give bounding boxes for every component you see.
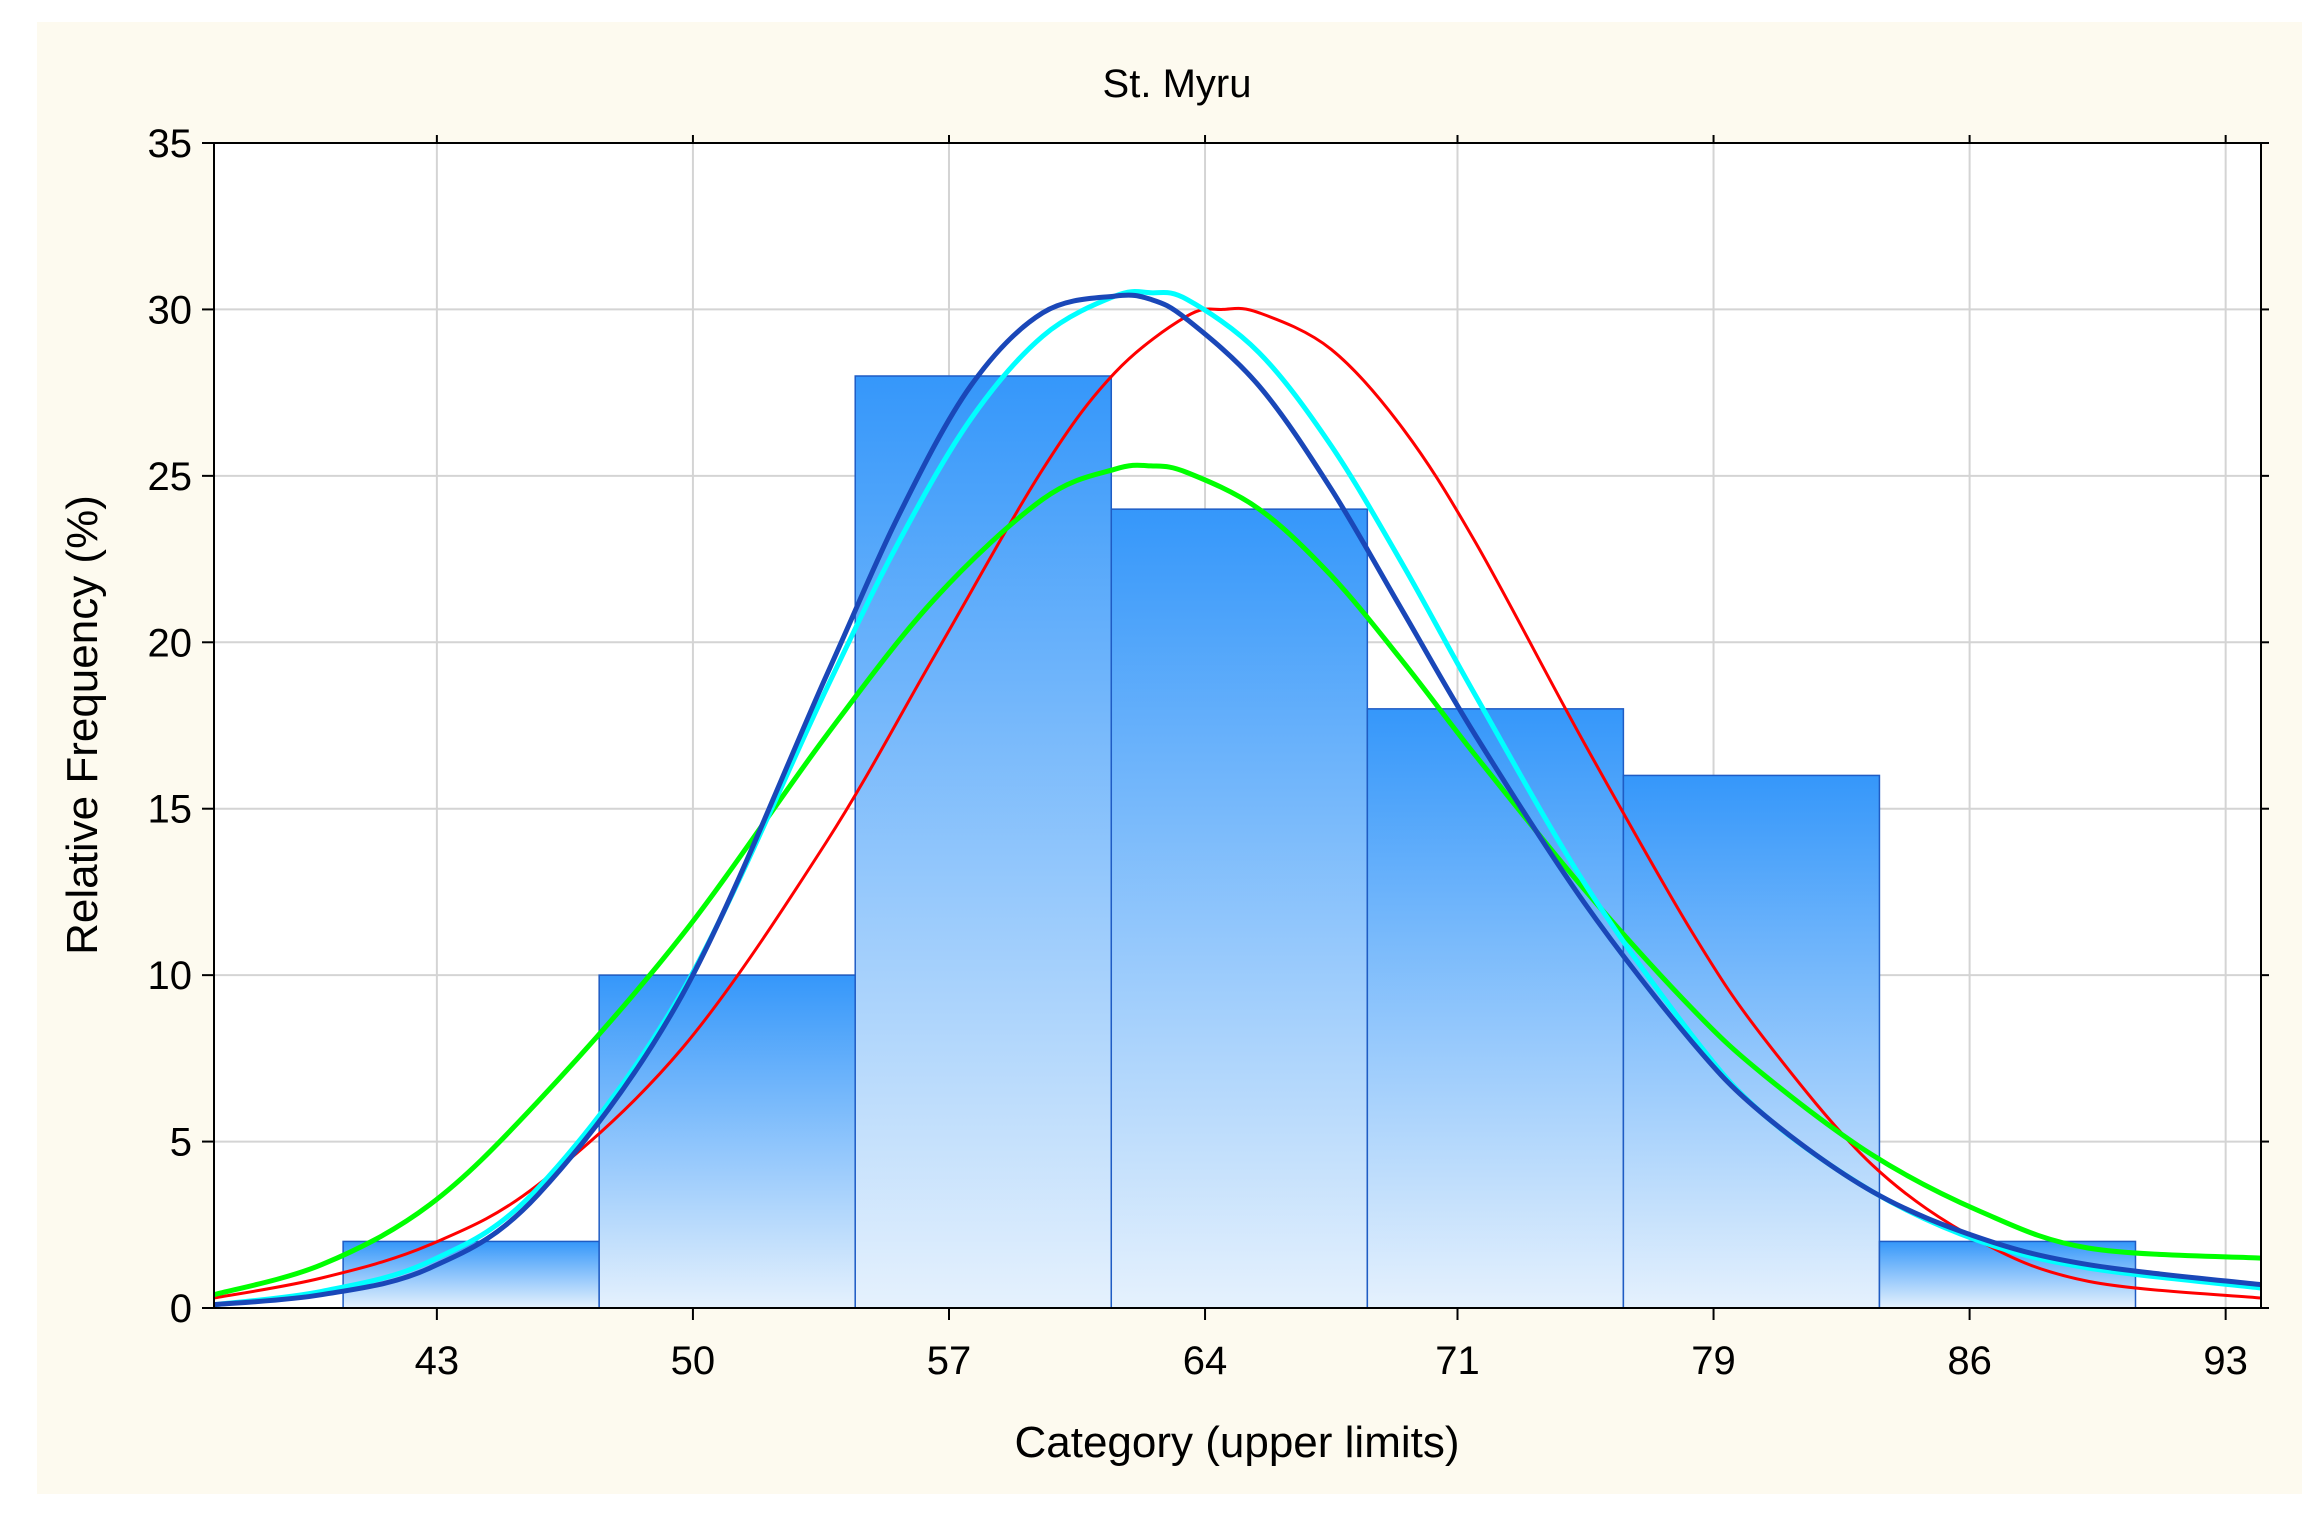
- y-tick-label: 35: [148, 122, 193, 166]
- x-tick-label: 57: [927, 1339, 972, 1383]
- plot-border: [213, 142, 2262, 1309]
- x-tick-label: 79: [1691, 1339, 1736, 1383]
- x-tick-label: 71: [1435, 1339, 1480, 1383]
- chart-title: St. Myru: [1103, 62, 1252, 106]
- y-tick-label: 30: [148, 288, 193, 332]
- y-axis-label: Relative Frequency (%): [58, 495, 107, 955]
- y-tick-label: 0: [170, 1287, 192, 1331]
- histogram-bar-4: [1110, 508, 1369, 1309]
- blue-fit-curve: [214, 292, 2261, 1308]
- y-axis-ticks: 0 5 10 15 20 25 30 35: [148, 122, 2269, 1331]
- x-tick-label: 50: [671, 1339, 716, 1383]
- histogram-bar-2: [598, 974, 856, 1309]
- y-tick-label: 10: [148, 954, 193, 998]
- green-fit-curve: [214, 462, 2261, 1298]
- y-tick-label: 25: [148, 455, 193, 499]
- histogram-bar-5: [1366, 708, 1625, 1309]
- x-tick-label: 64: [1183, 1339, 1228, 1383]
- histogram-bar-1: [342, 1240, 600, 1309]
- x-tick-label: 43: [415, 1339, 460, 1383]
- red-fit-curve: [214, 306, 2261, 1300]
- fit-curves: [214, 289, 2261, 1308]
- x-axis-label: Category (upper limits): [1014, 1418, 1459, 1467]
- y-tick-label: 15: [148, 788, 193, 832]
- x-axis-ticks: 43 50 57 64 71 79 86 93: [415, 135, 2248, 1383]
- x-tick-label: 93: [2203, 1339, 2248, 1383]
- y-tick-label: 5: [170, 1121, 192, 1165]
- histogram-bar-6: [1622, 774, 1881, 1309]
- x-tick-label: 86: [1947, 1339, 1992, 1383]
- histogram-bar-3: [854, 375, 1113, 1309]
- y-tick-label: 20: [148, 621, 193, 665]
- histogram-bars: [342, 375, 2137, 1309]
